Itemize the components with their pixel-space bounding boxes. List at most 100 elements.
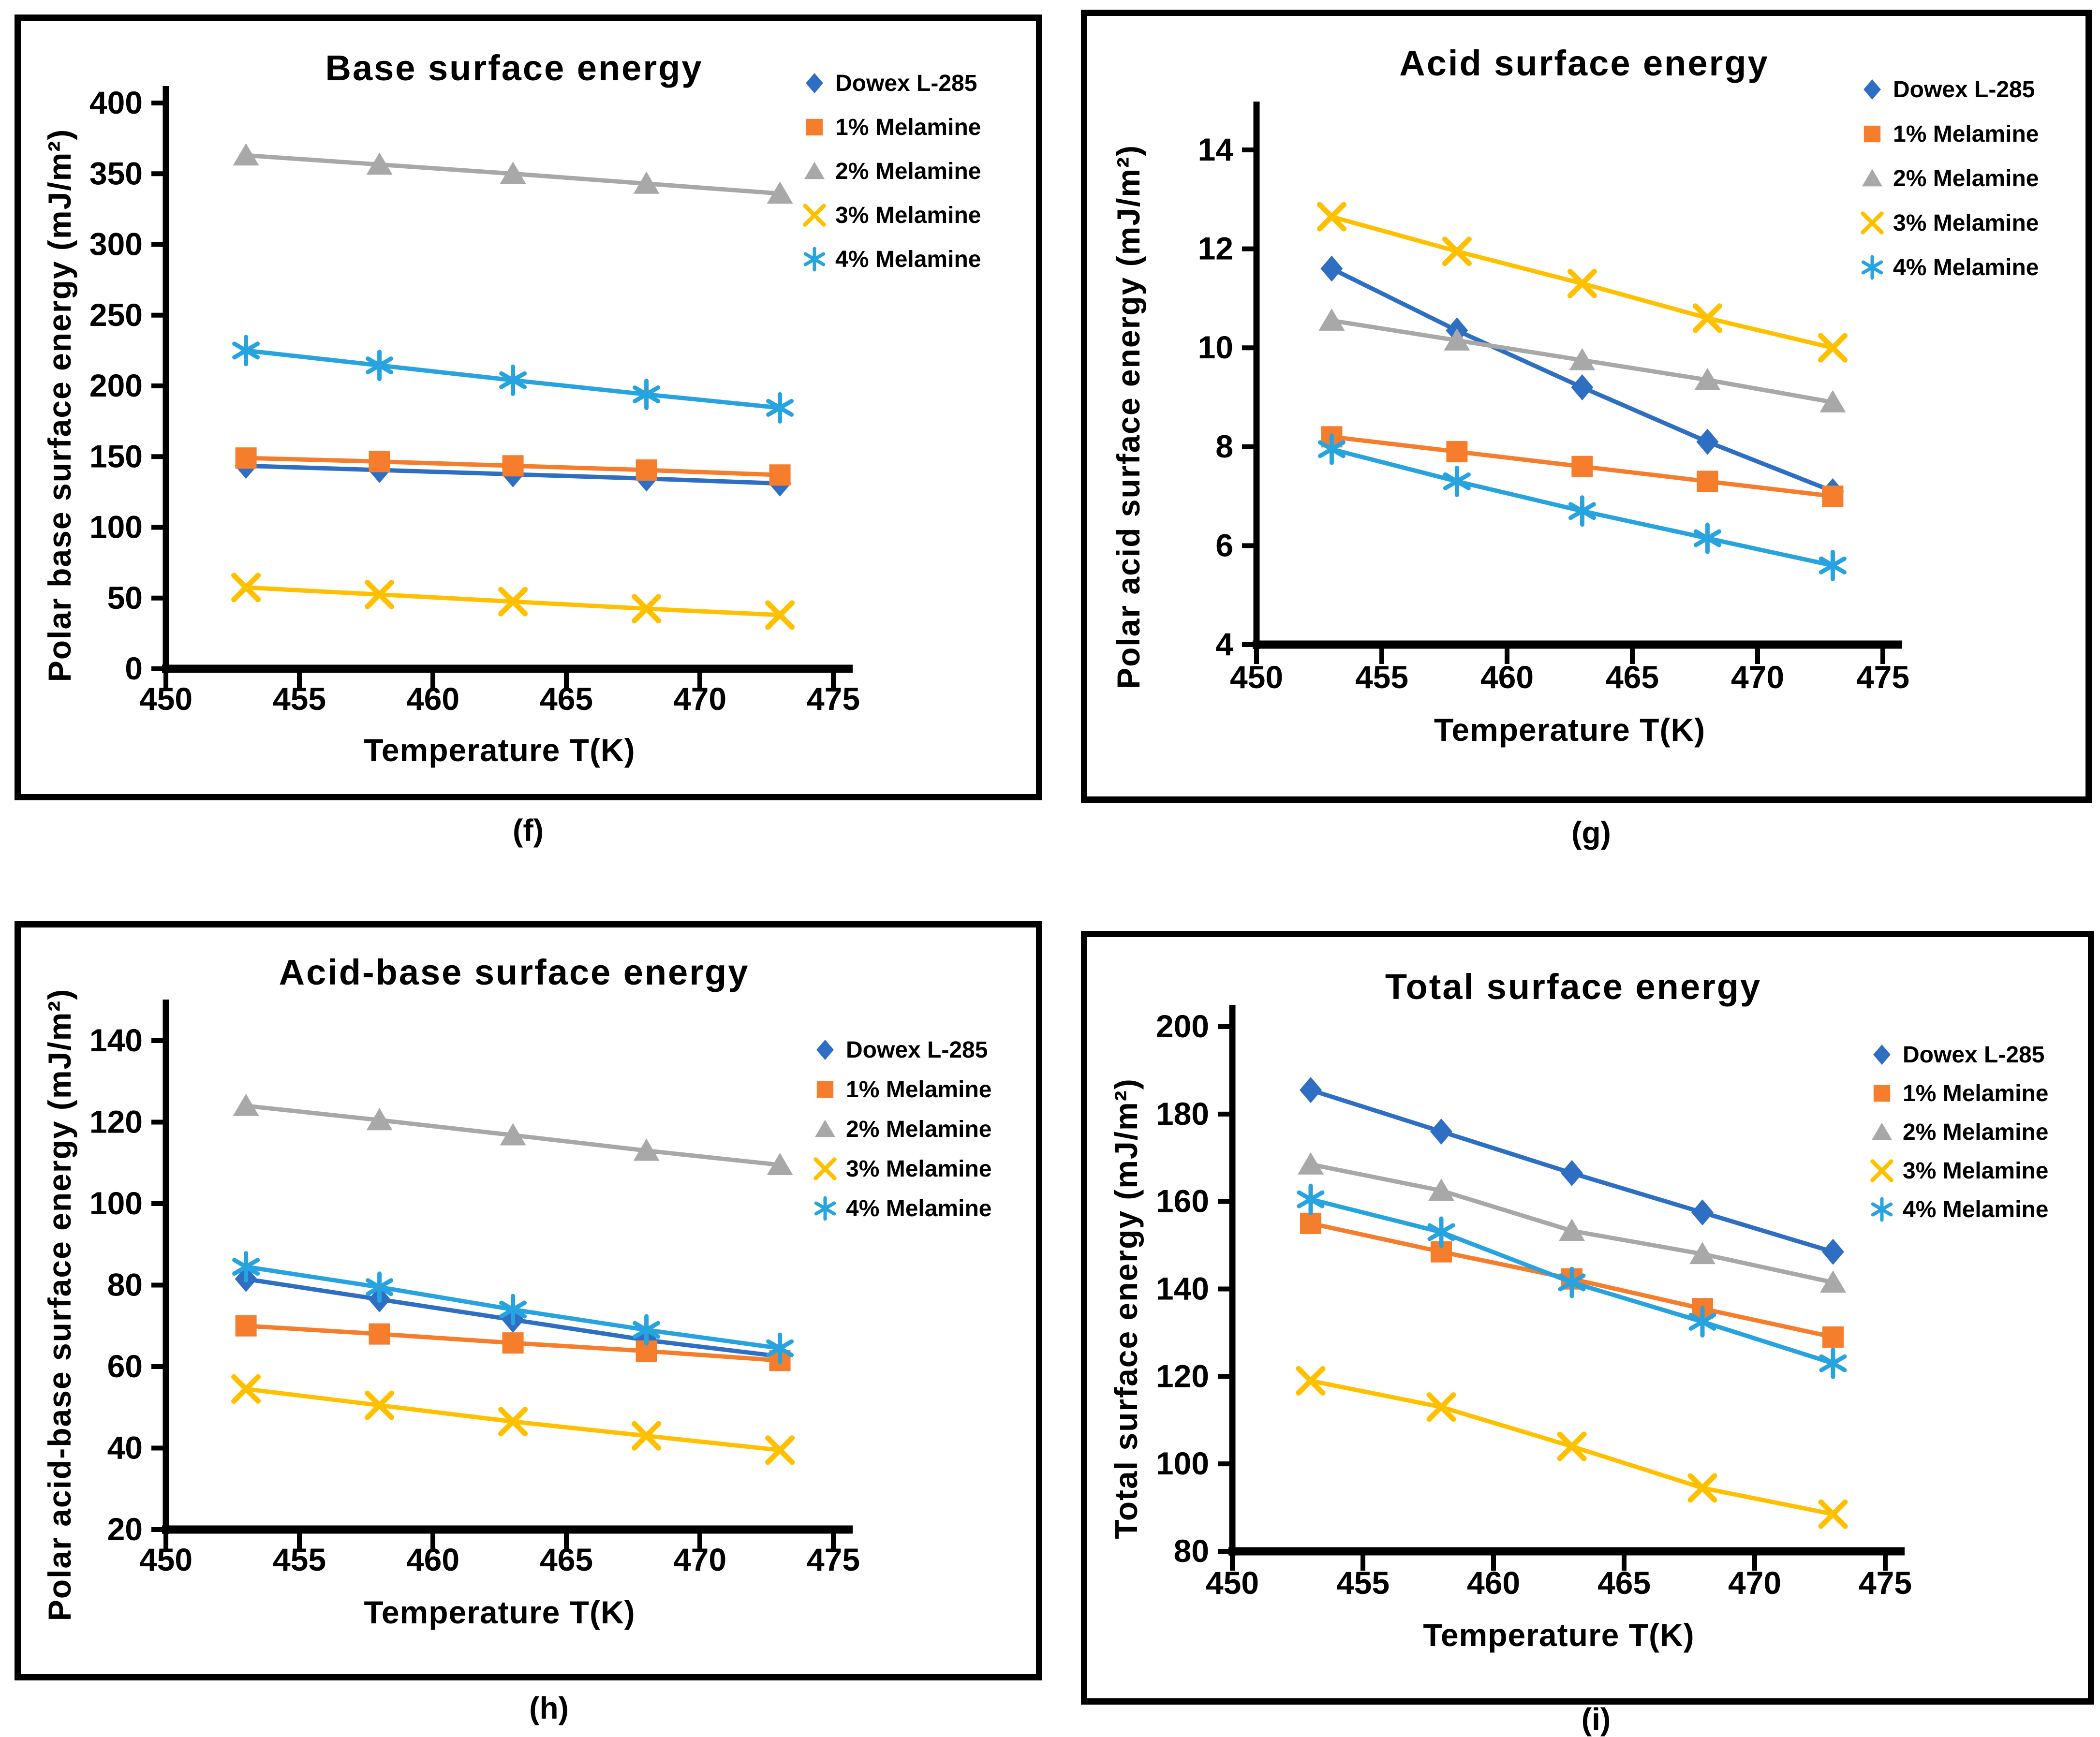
marker-diamond [1696,428,1719,455]
legend-label: 3% Melamine [846,1156,992,1182]
marker-diamond [1822,1238,1844,1265]
legend-item-dowex-l-285: Dowex L-285 [798,61,981,105]
series-4-melamine [1317,433,1847,581]
marker-x [365,1390,395,1420]
series-4-melamine [232,335,794,424]
marker-triangle [366,1108,393,1131]
marker-square [1873,1085,1891,1102]
marker-diamond [1320,255,1343,282]
marker-square [1822,486,1844,507]
legend-item-4-melamine: 4% Melamine [798,237,981,281]
legend-label: 2% Melamine [1893,165,2039,191]
legend-label: Dowex L-285 [835,70,977,96]
panel-letter-i: (i) [1581,1702,1611,1737]
marker-diamond [806,73,823,94]
legend-item-dowex-l-285: Dowex L-285 [1865,1035,2048,1074]
marker-triangle [1298,1152,1324,1175]
legend-item-3-melamine: 3% Melamine [808,1149,991,1189]
y-tick-label: 200 [89,368,143,403]
series-4-melamine [232,1251,794,1364]
marker-asterisk [1688,1306,1716,1338]
series-2-melamine [1318,308,1846,412]
legend: Dowex L-285 1% Melamine 2% Melamine 3% Mela… [1855,67,2039,290]
legend-item-3-melamine: 3% Melamine [1855,201,2039,245]
y-tick-label: 350 [89,155,143,191]
legend-label: 1% Melamine [835,114,981,140]
panel-letter-g: (g) [1571,815,1611,850]
marker-x [231,1374,261,1404]
marker-triangle [804,162,825,179]
y-tick-label: 100 [89,509,143,545]
series-3-melamine [1316,202,1848,363]
legend-marker-x-icon [813,1157,837,1180]
legend-label: 2% Melamine [846,1116,992,1142]
y-tick-label: 80 [107,1267,143,1303]
legend-label: 3% Melamine [1903,1158,2049,1184]
legend-label: Dowex L-285 [1903,1042,2045,1068]
y-tick-label: 160 [1156,1183,1209,1219]
series-3-melamine [231,573,795,630]
marker-asterisk [232,335,260,367]
x-tick-label: 465 [540,681,593,717]
legend-item-dowex-l-285: Dowex L-285 [1855,67,2039,112]
legend-label: 4% Melamine [1893,254,2039,280]
marker-triangle [1428,1178,1454,1201]
marker-triangle [633,1138,660,1161]
x-tick-label: 470 [673,1542,726,1577]
legend-marker-square-icon [816,1081,834,1098]
y-tick-label: 200 [1156,1008,1209,1044]
marker-asterisk [633,1314,661,1346]
y-tick-label: 60 [107,1348,143,1384]
y-tick-label: 14 [1198,132,1234,167]
x-tick-label: 470 [1731,659,1784,695]
legend-marker-diamond-icon [1873,1044,1891,1065]
marker-triangle [1689,1242,1715,1265]
legend-item-dowex-l-285: Dowex L-285 [808,1030,991,1070]
marker-diamond [1300,1077,1322,1104]
legend-marker-diamond-icon [1863,79,1881,100]
marker-asterisk [1427,1216,1455,1248]
marker-triangle [1444,328,1470,351]
marker-triangle [366,152,393,175]
marker-triangle [1819,390,1846,412]
marker-asterisk [499,1294,527,1325]
legend-label: 2% Melamine [835,158,981,184]
marker-asterisk [1297,1183,1325,1215]
x-tick-label: 470 [1728,1565,1781,1601]
marker-x [632,1421,662,1451]
y-tick-label: 0 [125,650,143,686]
y-tick-label: 140 [1156,1271,1209,1307]
marker-diamond [1571,374,1594,401]
marker-square [769,464,791,486]
marker-asterisk [633,379,661,411]
y-tick-label: 4 [1215,626,1233,662]
marker-asterisk [366,1271,394,1303]
marker-square [502,455,524,477]
legend-label: 1% Melamine [846,1076,992,1103]
marker-square [1863,125,1881,143]
series-3-melamine [231,1374,795,1465]
y-tick-label: 8 [1215,428,1233,464]
series-4-melamine [1297,1183,1847,1379]
x-tick-label: 450 [139,1542,192,1577]
legend-item-2-melamine: 2% Melamine [1865,1113,2048,1151]
marker-triangle [633,171,660,194]
x-axis-title: Temperature T(K) [1434,712,1706,748]
plot-area: 450 455 460 465 470 475 20 40 60 80 100 120 140 [89,1000,860,1577]
marker-x [231,573,261,603]
legend-item-4-melamine: 4% Melamine [1855,245,2039,290]
series-2-melamine [233,143,793,204]
marker-x [765,600,795,630]
marker-asterisk [232,1251,260,1283]
legend: Dowex L-285 1% Melamine 2% Melamine 3% Mela… [1865,1035,2048,1229]
marker-asterisk [499,364,527,396]
panel-acid-surface-energy: Acid surface energy Polar acid surface e… [1081,10,2092,803]
series-2-melamine [1298,1152,1846,1293]
marker-triangle [500,1123,526,1146]
marker-triangle [1559,1219,1585,1241]
marker-asterisk [1568,495,1596,527]
marker-square [1697,471,1718,492]
x-tick-label: 450 [1206,1565,1259,1601]
marker-asterisk [1871,1197,1893,1222]
panel-letter-f: (f) [513,813,544,848]
